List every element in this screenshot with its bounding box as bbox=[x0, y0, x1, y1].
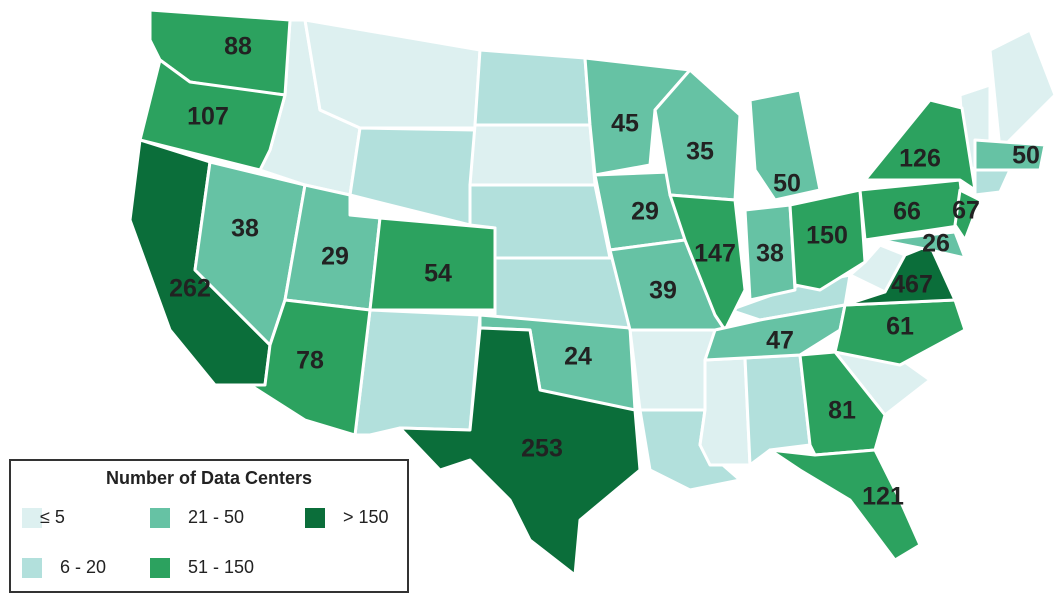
state bbox=[468, 123, 597, 187]
state-value: 54 bbox=[424, 260, 452, 288]
state-value: 61 bbox=[886, 313, 914, 341]
state-value: 66 bbox=[893, 198, 921, 226]
state-value: 45 bbox=[611, 110, 639, 138]
state-value: 29 bbox=[631, 198, 659, 226]
state-value: 35 bbox=[686, 138, 714, 166]
state bbox=[743, 353, 812, 467]
states-labeled: 88 107 262 38 29 54 78 24 253 45 29 39 35 147 50 38 150 4… bbox=[128, 8, 1047, 577]
state-value: 253 bbox=[521, 435, 563, 463]
legend-swatch bbox=[150, 558, 170, 578]
state bbox=[473, 48, 592, 127]
state-value: 47 bbox=[766, 327, 794, 355]
state bbox=[303, 18, 482, 130]
state-value: 50 bbox=[1012, 142, 1040, 170]
legend-label: 21 - 50 bbox=[188, 507, 244, 527]
legend-box bbox=[9, 459, 409, 593]
state bbox=[843, 243, 957, 307]
state-value: 67 bbox=[952, 197, 980, 225]
state bbox=[748, 88, 822, 202]
state-value: 467 bbox=[891, 271, 933, 299]
state-value: 39 bbox=[649, 277, 677, 305]
state bbox=[788, 188, 867, 292]
state bbox=[953, 188, 982, 242]
states-unlabeled bbox=[258, 18, 1057, 492]
state bbox=[973, 138, 1047, 172]
legend: ≤ 5 6 - 20 21 - 50 51 - 150 > 150 bbox=[22, 507, 389, 578]
state-value: 24 bbox=[564, 343, 592, 371]
state-value: 262 bbox=[169, 275, 211, 303]
legend-label: > 150 bbox=[343, 507, 389, 527]
state-value: 38 bbox=[756, 240, 784, 268]
state bbox=[743, 203, 797, 302]
state bbox=[768, 448, 922, 562]
state-value: 88 bbox=[224, 33, 252, 61]
state bbox=[398, 326, 642, 577]
state-value: 50 bbox=[773, 170, 801, 198]
state bbox=[863, 98, 977, 192]
legend-swatch bbox=[22, 508, 42, 528]
state bbox=[668, 193, 747, 332]
state bbox=[348, 126, 477, 227]
state bbox=[698, 356, 752, 467]
legend-label: 6 - 20 bbox=[60, 557, 106, 577]
state-value: 29 bbox=[321, 243, 349, 271]
state bbox=[878, 230, 967, 260]
state bbox=[248, 298, 372, 437]
legend-swatch bbox=[22, 558, 42, 578]
state-value: 147 bbox=[694, 240, 736, 268]
state-value: 121 bbox=[862, 483, 904, 511]
state-value: 81 bbox=[828, 397, 856, 425]
state bbox=[628, 328, 717, 412]
state bbox=[988, 28, 1057, 152]
state bbox=[973, 168, 1012, 197]
state-value: 150 bbox=[806, 222, 848, 250]
state bbox=[653, 68, 742, 202]
state-value: 78 bbox=[296, 347, 324, 375]
legend-title: Number of Data Centers bbox=[106, 468, 312, 488]
state bbox=[353, 308, 482, 437]
state-value: 107 bbox=[187, 103, 229, 131]
state bbox=[368, 216, 497, 312]
legend-label: 51 - 150 bbox=[188, 557, 254, 577]
state-value: 126 bbox=[899, 145, 941, 173]
legend-label: ≤ 5 bbox=[40, 507, 65, 527]
legend-swatch bbox=[150, 508, 170, 528]
state-value: 26 bbox=[922, 230, 950, 258]
legend-swatch bbox=[305, 508, 325, 528]
state-value: 38 bbox=[231, 215, 259, 243]
